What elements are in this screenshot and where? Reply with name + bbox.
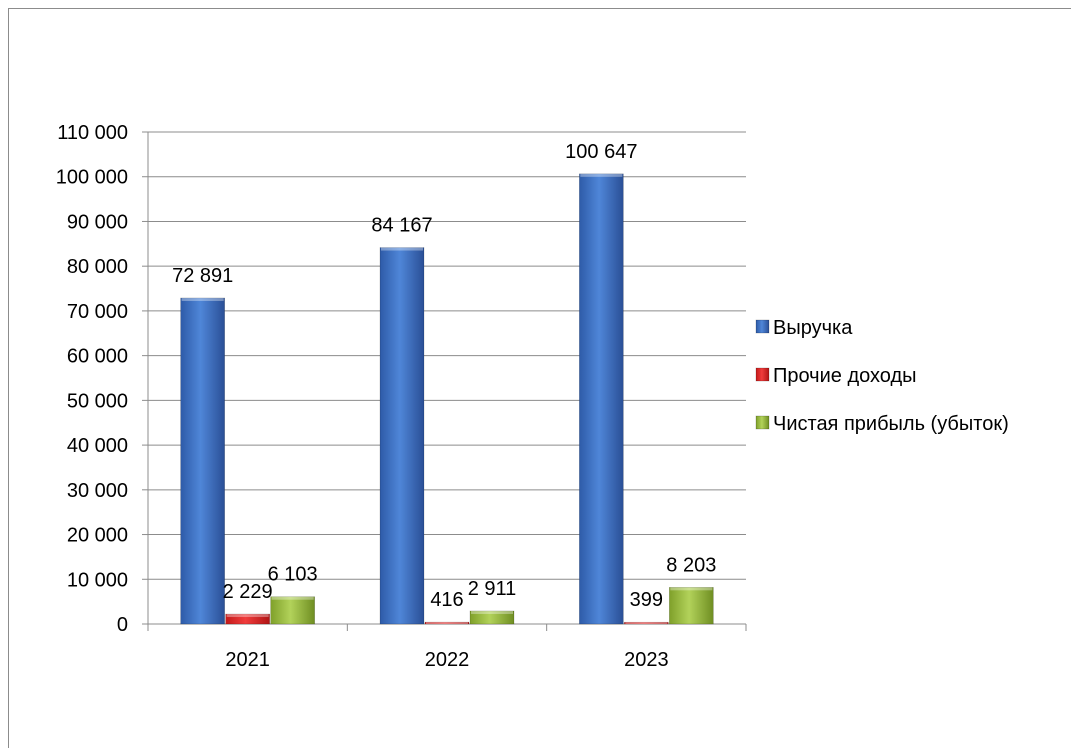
data-label: 399 bbox=[630, 589, 663, 611]
y-tick-label: 40 000 bbox=[67, 435, 128, 457]
y-tick-label: 10 000 bbox=[67, 569, 128, 591]
bar bbox=[579, 173, 624, 625]
legend-swatch bbox=[755, 415, 770, 430]
data-label: 2 911 bbox=[468, 578, 517, 600]
bar-highlight bbox=[381, 247, 423, 251]
y-tick-label: 30 000 bbox=[67, 480, 128, 502]
bar bbox=[180, 297, 225, 625]
bar-highlight bbox=[426, 622, 468, 624]
legend-label: Прочие доходы bbox=[773, 365, 917, 387]
bar bbox=[469, 610, 515, 625]
data-label: 8 203 bbox=[666, 554, 716, 576]
bar-highlight bbox=[271, 596, 314, 600]
y-tick-label: 20 000 bbox=[67, 525, 128, 547]
x-tick-label: 2023 bbox=[624, 649, 669, 671]
data-label: 6 103 bbox=[268, 564, 318, 586]
data-label: 2 229 bbox=[223, 581, 273, 603]
legend-label: Чистая прибыль (убыток) bbox=[773, 413, 1009, 435]
gridlines bbox=[148, 131, 746, 580]
y-tick-label: 60 000 bbox=[67, 346, 128, 368]
bar-highlight bbox=[226, 614, 269, 618]
x-tick-label: 2021 bbox=[225, 649, 270, 671]
bar-highlight bbox=[670, 587, 713, 591]
y-tick-label: 0 bbox=[117, 614, 128, 636]
bar bbox=[424, 621, 470, 625]
bar-highlight bbox=[181, 297, 224, 301]
axes bbox=[142, 131, 747, 631]
tick-labels: 0 10 000 20 000 30 000 40 000 50 000 60 000 70 … bbox=[56, 122, 669, 671]
legend-label: Выручка bbox=[773, 317, 853, 339]
y-tick-label: 70 000 bbox=[67, 301, 128, 323]
bar bbox=[624, 621, 669, 625]
y-tick-label: 50 000 bbox=[67, 390, 128, 412]
legend: Выручка Прочие доходы Чистая прибыль (убыт… bbox=[755, 317, 1009, 435]
bar bbox=[379, 247, 425, 625]
legend-swatch bbox=[755, 367, 770, 382]
data-label: 84 167 bbox=[371, 215, 432, 237]
legend-swatch bbox=[755, 319, 770, 334]
y-tick-label: 90 000 bbox=[67, 211, 128, 233]
data-label: 100 647 bbox=[565, 141, 637, 163]
bar-highlight bbox=[625, 622, 668, 624]
data-label: 416 bbox=[430, 589, 463, 611]
bar-highlight bbox=[580, 173, 623, 177]
x-tick-label: 2022 bbox=[425, 649, 470, 671]
bars bbox=[180, 173, 714, 625]
bar bbox=[225, 613, 270, 625]
y-tick-label: 110 000 bbox=[57, 122, 128, 144]
chart-frame bbox=[8, 8, 1071, 748]
bar bbox=[270, 596, 315, 625]
bar-highlight bbox=[471, 610, 513, 614]
bar bbox=[669, 587, 714, 625]
y-tick-label: 100 000 bbox=[56, 167, 128, 189]
y-tick-label: 80 000 bbox=[67, 256, 128, 278]
data-label: 72 891 bbox=[172, 265, 233, 287]
